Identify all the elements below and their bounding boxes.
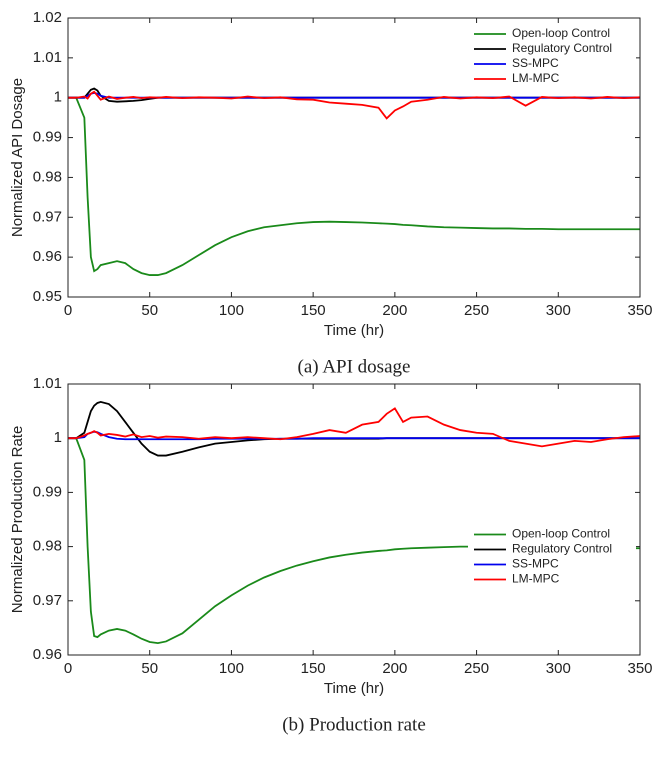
- x-tick-label: 150: [301, 660, 326, 677]
- y-tick-label: 0.99: [33, 483, 62, 500]
- y-tick-label: 1: [54, 429, 62, 446]
- y-tick-label: 0.96: [33, 248, 62, 265]
- x-tick-label: 350: [627, 302, 652, 319]
- x-axis-label: Time (hr): [324, 680, 384, 697]
- subplot: 0 50 100 150 200 250 300 350 0.95 0.96 0.97 0.98 0.9…: [9, 9, 653, 377]
- y-tick-label: 1.02: [33, 9, 62, 26]
- y-tick-label: 0.95: [33, 288, 62, 305]
- legend-label: LM-MPC: [512, 71, 560, 85]
- legend-label: Open-loop Control: [512, 527, 610, 541]
- x-tick-label: 0: [64, 660, 72, 677]
- plot-area: [68, 384, 640, 655]
- x-tick-label: 250: [464, 660, 489, 677]
- axes-frame: [67, 17, 641, 298]
- legend-label: Regulatory Control: [512, 542, 612, 556]
- x-axis-label: Time (hr): [324, 322, 384, 339]
- y-tick-label: 0.98: [33, 538, 62, 555]
- x-tick-label: 200: [382, 302, 407, 319]
- x-tick-label: 100: [219, 302, 244, 319]
- x-tick-label: 300: [546, 302, 571, 319]
- x-tick-label: 100: [219, 660, 244, 677]
- y-axis-label: Normalized API Dosage: [9, 78, 26, 237]
- axes-frame: [67, 383, 641, 656]
- y-tick-label: 1.01: [33, 375, 62, 392]
- legend-label: Regulatory Control: [512, 41, 612, 55]
- legend-box: [468, 524, 636, 593]
- legend-label: SS-MPC: [512, 56, 559, 70]
- subplot: 0 50 100 150 200 250 300 350 0.96 0.97 0.98 0.99 1 1.…: [9, 375, 653, 735]
- y-tick-label: 0.98: [33, 168, 62, 185]
- y-tick-label: 0.97: [33, 208, 62, 225]
- series-line: [68, 430, 640, 441]
- x-tick-label: 150: [301, 302, 326, 319]
- y-axis-label: Normalized Production Rate: [9, 426, 26, 614]
- x-tick-label: 250: [464, 302, 489, 319]
- legend-label: Open-loop Control: [512, 26, 610, 40]
- series-line: [68, 407, 640, 448]
- x-tick-label: 350: [627, 660, 652, 677]
- series-line: [68, 90, 640, 120]
- caption: (a) API dosage: [298, 356, 411, 377]
- x-tick-label: 0: [64, 302, 72, 319]
- y-tick-label: 0.99: [33, 129, 62, 146]
- y-tick-label: 1.01: [33, 49, 62, 66]
- x-tick-label: 50: [141, 302, 158, 319]
- x-tick-label: 50: [141, 660, 158, 677]
- caption: (b) Production rate: [282, 714, 426, 735]
- series-line: [68, 96, 640, 276]
- x-tick-label: 300: [546, 660, 571, 677]
- legend-label: SS-MPC: [512, 557, 559, 571]
- legend-label: LM-MPC: [512, 572, 560, 586]
- y-tick-label: 0.97: [33, 592, 62, 609]
- y-tick-label: 0.96: [33, 646, 62, 663]
- legend-box: [468, 24, 636, 92]
- x-tick-label: 200: [382, 660, 407, 677]
- y-tick-label: 1: [54, 89, 62, 106]
